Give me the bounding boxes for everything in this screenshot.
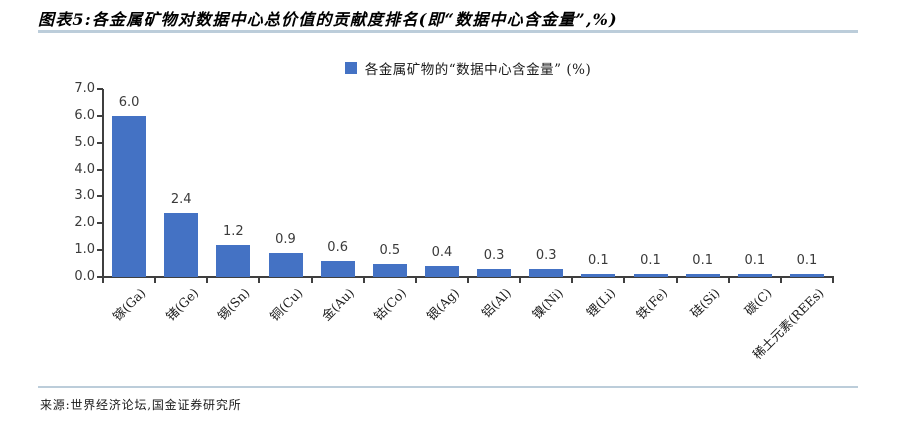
x-tick-mark [727, 278, 730, 283]
bar-value-label: 0.9 [275, 231, 296, 247]
y-tick-mark [97, 222, 103, 225]
chart-bar [112, 115, 147, 277]
x-category-label: 硅(Si) [687, 285, 723, 321]
x-tick-mark [571, 278, 574, 283]
bar-value-label: 1.2 [223, 223, 244, 239]
bar-value-label: 6.0 [118, 94, 140, 110]
figure-title: 图表5:各金属矿物对数据中心总价值的贡献度排名(即“数据中心含金量”,%) [38, 10, 618, 29]
source-note: 来源:世界经济论坛,国金证券研究所 [40, 398, 242, 412]
x-category-label: 碳(C) [741, 285, 775, 319]
bar-value-label: 0.4 [431, 245, 453, 261]
x-category-label: 铁(Fe) [633, 285, 671, 323]
x-category-label: 锡(Sn) [214, 285, 254, 324]
y-tick-mark [97, 249, 103, 252]
chart-bar [164, 212, 199, 277]
x-category-label: 金(Au) [318, 285, 358, 324]
x-axis-line [102, 276, 834, 278]
bar-value-label: 2.4 [170, 191, 192, 207]
y-tick-label: 3.0 [74, 188, 95, 204]
y-tick-mark [97, 168, 103, 171]
x-tick-mark [362, 278, 365, 283]
y-tick-label: 0.0 [74, 269, 95, 284]
y-tick-mark [97, 276, 103, 278]
y-tick-mark [97, 88, 103, 90]
bar-value-label: 0.6 [327, 239, 348, 255]
chart-bar [477, 268, 512, 277]
x-tick-mark [832, 278, 834, 283]
chart-bar [372, 263, 407, 277]
chart-bar [581, 274, 616, 277]
x-tick-mark [675, 278, 678, 283]
x-tick-mark [467, 278, 469, 283]
footer-divider [38, 386, 858, 388]
y-tick-mark [97, 141, 103, 144]
chart-bar [529, 268, 564, 277]
chart-bar [424, 266, 459, 277]
legend-label: 各金属矿物的“数据中心含金量” (%) [364, 62, 592, 78]
x-tick-mark [102, 278, 104, 283]
chart-bar [685, 274, 720, 277]
y-tick-label: 6.0 [74, 107, 95, 123]
chart-bar [789, 274, 824, 277]
x-tick-mark [623, 278, 626, 283]
x-tick-mark [414, 278, 417, 283]
bar-value-label: 0.1 [640, 253, 661, 268]
x-category-label: 镍(Ni) [529, 285, 566, 323]
x-category-label: 锂(Li) [583, 285, 619, 321]
y-tick-mark [97, 114, 103, 117]
y-tick-label: 1.0 [74, 242, 95, 258]
bar-value-label: 0.1 [796, 253, 818, 268]
y-tick-label: 5.0 [74, 134, 95, 150]
y-tick-label: 4.0 [74, 161, 95, 177]
bar-value-label: 0.3 [535, 247, 557, 263]
x-tick-mark [206, 278, 209, 283]
x-tick-mark [154, 278, 157, 283]
x-category-label: 镓(Ga) [110, 285, 149, 324]
bar-value-label: 0.1 [744, 253, 766, 268]
bar-value-label: 0.5 [379, 242, 401, 258]
chart-bar [737, 274, 772, 277]
bar-value-label: 0.1 [692, 253, 713, 268]
y-tick-mark [97, 195, 103, 198]
bar-value-label: 0.1 [588, 253, 609, 268]
header-divider [38, 30, 858, 33]
chart-legend: 各金属矿物的“数据中心含金量” (%) [103, 58, 833, 78]
x-category-label: 铝(Al) [478, 285, 514, 321]
x-tick-mark [310, 278, 313, 283]
x-tick-mark [258, 278, 261, 283]
chart-bar [633, 274, 668, 277]
chart-bar [268, 252, 303, 277]
x-category-label: 铜(Cu) [266, 285, 306, 324]
x-category-label: 银(Ag) [423, 285, 462, 324]
legend-swatch [344, 62, 357, 74]
x-category-label: 钴(Co) [371, 285, 410, 324]
x-category-label: 锗(Ge) [162, 285, 201, 324]
y-tick-label: 2.0 [74, 215, 95, 231]
chart-bar [216, 244, 251, 277]
bar-value-label: 0.3 [483, 247, 505, 263]
x-tick-mark [779, 278, 782, 283]
x-tick-mark [519, 278, 522, 283]
y-tick-label: 7.0 [74, 81, 95, 96]
y-axis-line [102, 89, 104, 277]
chart-bar [320, 260, 355, 277]
